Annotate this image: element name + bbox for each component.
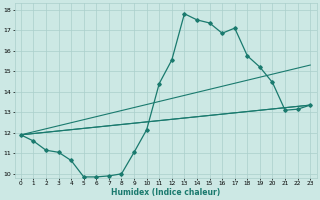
- X-axis label: Humidex (Indice chaleur): Humidex (Indice chaleur): [111, 188, 220, 197]
